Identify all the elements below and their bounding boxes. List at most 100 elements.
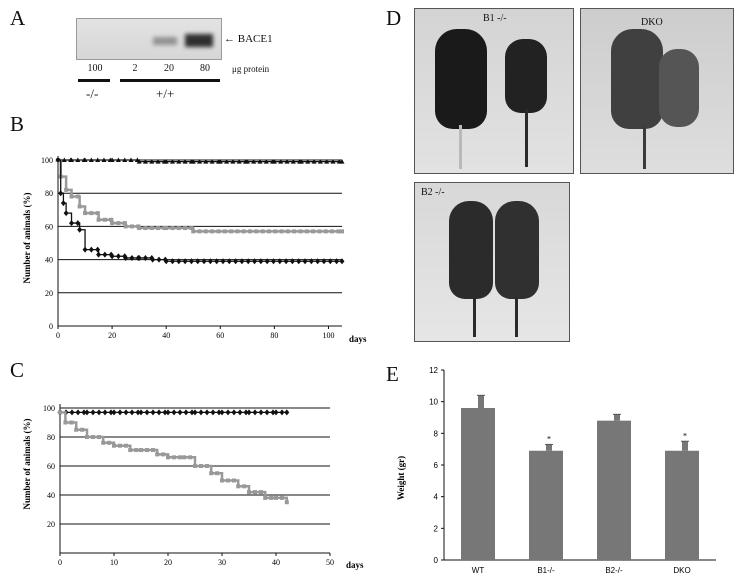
data-point bbox=[305, 159, 311, 164]
data-point bbox=[279, 409, 285, 416]
y-tick-label: 0 bbox=[434, 556, 439, 565]
data-point bbox=[289, 258, 295, 265]
data-point bbox=[317, 159, 323, 164]
data-point bbox=[248, 229, 253, 234]
data-point bbox=[101, 157, 107, 162]
data-point bbox=[191, 229, 196, 234]
data-point bbox=[128, 448, 133, 453]
bar bbox=[461, 408, 495, 560]
data-point bbox=[260, 229, 265, 234]
data-point bbox=[263, 495, 268, 500]
data-point bbox=[177, 409, 183, 416]
data-point bbox=[137, 226, 142, 231]
data-point bbox=[75, 194, 80, 199]
mouse-silhouette bbox=[495, 201, 539, 299]
photo-label: B2 -/- bbox=[421, 187, 445, 198]
data-point bbox=[197, 229, 202, 234]
data-point bbox=[142, 159, 148, 164]
data-point bbox=[183, 409, 189, 416]
data-point bbox=[298, 229, 303, 234]
data-point bbox=[226, 258, 232, 265]
significance-marker: * bbox=[683, 431, 687, 440]
data-point bbox=[102, 409, 108, 416]
data-point bbox=[273, 409, 279, 416]
data-point bbox=[69, 420, 74, 425]
data-point bbox=[60, 200, 66, 207]
data-point bbox=[210, 409, 216, 416]
data-point bbox=[110, 221, 115, 226]
y-axis-label: Weight (gr) bbox=[396, 456, 406, 500]
x-tick-label: 60 bbox=[216, 331, 224, 340]
mouse-silhouette bbox=[505, 39, 547, 113]
data-point bbox=[229, 229, 234, 234]
data-point bbox=[195, 258, 201, 265]
data-point bbox=[171, 409, 177, 416]
data-point bbox=[263, 159, 269, 164]
y-tick-label: 10 bbox=[429, 398, 438, 407]
x-tick-label: 20 bbox=[108, 331, 116, 340]
data-point bbox=[90, 409, 96, 416]
x-tick-label: B2-/- bbox=[605, 566, 623, 575]
significance-marker: * bbox=[547, 434, 551, 443]
x-tick-label: 100 bbox=[322, 331, 334, 340]
data-point bbox=[296, 258, 302, 265]
data-point bbox=[84, 409, 90, 416]
data-point bbox=[197, 159, 203, 164]
data-point bbox=[222, 229, 227, 234]
data-point bbox=[236, 159, 242, 164]
data-point bbox=[311, 229, 316, 234]
data-point bbox=[182, 258, 188, 265]
data-point bbox=[116, 221, 121, 226]
data-point bbox=[81, 409, 87, 416]
data-point bbox=[83, 211, 88, 216]
data-point bbox=[209, 159, 215, 164]
x-tick-label: 40 bbox=[162, 331, 170, 340]
data-point bbox=[55, 157, 61, 163]
data-point bbox=[284, 159, 290, 164]
arrow-left-icon: ← bbox=[224, 33, 235, 45]
data-point bbox=[220, 258, 226, 265]
bace1-text: BACE1 bbox=[237, 33, 273, 45]
y-tick-label: 2 bbox=[434, 524, 439, 533]
data-point bbox=[88, 157, 94, 162]
y-tick-label: 60 bbox=[45, 222, 53, 231]
data-point bbox=[144, 409, 150, 416]
panel-label-e: E bbox=[386, 362, 399, 386]
panel-label-b: B bbox=[10, 112, 25, 136]
data-point bbox=[115, 253, 121, 260]
data-point bbox=[149, 159, 155, 164]
data-point bbox=[149, 226, 154, 231]
data-point bbox=[109, 253, 115, 260]
data-point bbox=[207, 258, 213, 265]
data-point bbox=[280, 495, 284, 500]
data-point bbox=[216, 229, 221, 234]
data-point bbox=[128, 157, 134, 162]
data-point bbox=[136, 254, 142, 261]
mouse-tail bbox=[459, 125, 462, 169]
data-point bbox=[216, 409, 222, 416]
x-tick-label: 0 bbox=[58, 558, 62, 567]
data-point bbox=[304, 229, 309, 234]
data-point bbox=[225, 409, 231, 416]
data-point bbox=[123, 409, 129, 416]
x-tick-label: 30 bbox=[218, 558, 226, 567]
data-point bbox=[150, 256, 156, 263]
y-tick-label: 100 bbox=[41, 156, 53, 165]
data-point bbox=[123, 254, 129, 261]
data-point bbox=[277, 258, 283, 265]
mouse-silhouette bbox=[659, 49, 699, 127]
x-tick-label: 80 bbox=[270, 331, 278, 340]
data-point bbox=[189, 409, 195, 416]
data-point bbox=[58, 190, 64, 197]
data-point bbox=[136, 159, 142, 164]
panel-label-a: A bbox=[10, 6, 26, 30]
y-tick-label: 40 bbox=[45, 256, 53, 265]
data-point bbox=[274, 495, 278, 500]
data-point bbox=[64, 187, 69, 192]
data-point bbox=[189, 226, 194, 231]
data-point bbox=[247, 490, 251, 495]
data-point bbox=[69, 409, 75, 416]
data-point bbox=[290, 159, 296, 164]
data-point bbox=[190, 159, 196, 164]
data-point bbox=[176, 226, 181, 231]
